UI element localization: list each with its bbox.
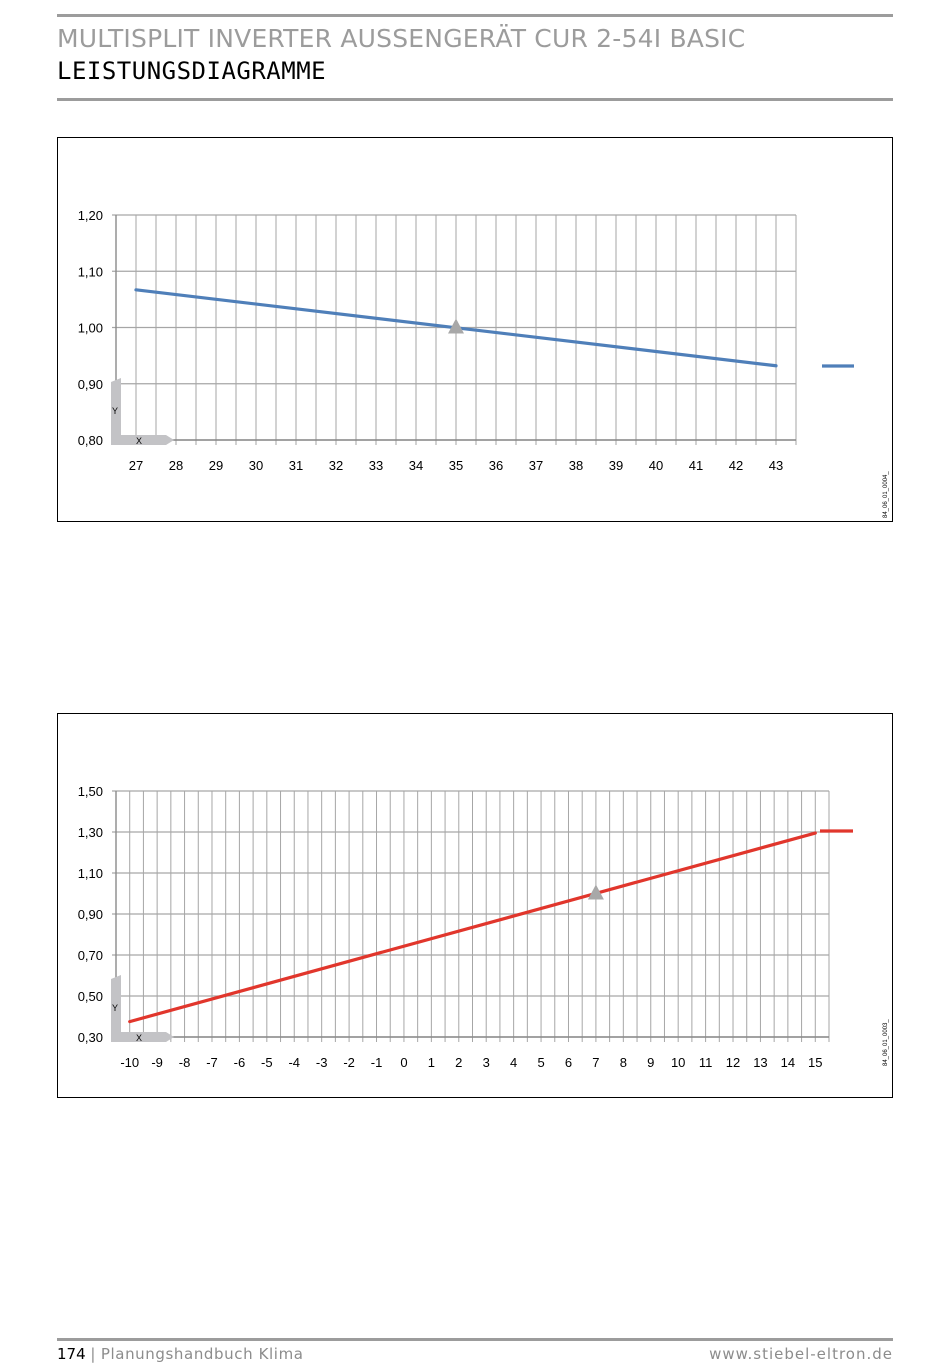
x-tick-label: 4 bbox=[510, 1055, 517, 1070]
y-axis-marker-label: Y bbox=[112, 1003, 118, 1013]
x-tick-label: 5 bbox=[537, 1055, 544, 1070]
chart-1: 1,20 1,10 1,00 0,90 0,80 27 28 29 30 31 32 33 34 35 36… bbox=[78, 208, 889, 518]
x-tick-label: -7 bbox=[206, 1055, 218, 1070]
website-link[interactable]: www.stiebel-eltron.de bbox=[709, 1345, 893, 1363]
x-tick-label: 29 bbox=[209, 458, 223, 473]
x-tick-label: -3 bbox=[316, 1055, 328, 1070]
footer-separator: | bbox=[90, 1345, 97, 1363]
y-tick-label: 1,20 bbox=[78, 208, 103, 223]
x-tick-label: -1 bbox=[371, 1055, 383, 1070]
y-tick-label: 0,50 bbox=[78, 989, 103, 1004]
footer-rule bbox=[57, 1338, 893, 1341]
y-axis-marker-label: Y bbox=[112, 406, 118, 416]
page-subtitle: LEISTUNGSDIAGRAMME bbox=[57, 57, 327, 85]
x-tick-label: 12 bbox=[726, 1055, 740, 1070]
book-title: Planungshandbuch Klima bbox=[100, 1345, 304, 1363]
x-tick-label: 6 bbox=[565, 1055, 572, 1070]
y-tick-label: 0,90 bbox=[78, 377, 103, 392]
x-tick-label: 27 bbox=[129, 458, 143, 473]
x-tick-label: 3 bbox=[483, 1055, 490, 1070]
y-tick-label: 0,90 bbox=[78, 907, 103, 922]
x-tick-label: 14 bbox=[781, 1055, 795, 1070]
x-tick-label: 37 bbox=[529, 458, 543, 473]
x-tick-label: 41 bbox=[689, 458, 703, 473]
x-axis-marker-label: X bbox=[136, 436, 142, 446]
y-tick-label: 1,00 bbox=[78, 321, 103, 336]
x-tick-label: 33 bbox=[369, 458, 383, 473]
x-tick-label: -6 bbox=[234, 1055, 246, 1070]
chart-panel-2: 1,50 1,30 1,10 0,90 0,70 0,50 0,30 -10 -9 -8 -7 -6-… bbox=[57, 713, 893, 1098]
axis-marker bbox=[111, 378, 174, 445]
x-tick-label: 32 bbox=[329, 458, 343, 473]
x-tick-label: 9 bbox=[647, 1055, 654, 1070]
x-tick-label: 2 bbox=[455, 1055, 462, 1070]
x-tick-label: -10 bbox=[120, 1055, 139, 1070]
x-tick-label: 31 bbox=[289, 458, 303, 473]
x-tick-label: -5 bbox=[261, 1055, 273, 1070]
page-title: MULTISPLIT INVERTER AUSSENGERÄT CUR 2-54… bbox=[57, 24, 746, 53]
y-tick-label: 0,80 bbox=[78, 433, 103, 448]
x-tick-label: 13 bbox=[753, 1055, 767, 1070]
x-tick-label: 34 bbox=[409, 458, 423, 473]
x-tick-label: -4 bbox=[288, 1055, 300, 1070]
x-tick-label: 11 bbox=[699, 1055, 713, 1070]
series-line bbox=[128, 831, 817, 1024]
x-tick-label: 40 bbox=[649, 458, 663, 473]
x-tick-label: 1 bbox=[428, 1055, 435, 1070]
footer-left: 174 | Planungshandbuch Klima bbox=[57, 1345, 304, 1363]
x-tick-label: -2 bbox=[343, 1055, 355, 1070]
x-tick-label: -9 bbox=[151, 1055, 163, 1070]
x-tick-label: 38 bbox=[569, 458, 583, 473]
y-tick-label: 0,70 bbox=[78, 948, 103, 963]
x-tick-label: 15 bbox=[808, 1055, 822, 1070]
y-tick-label: 1,30 bbox=[78, 825, 103, 840]
x-tick-label: 28 bbox=[169, 458, 183, 473]
chart-2: 1,501,301,100,900,700,500,30-10 -9 -8 -7 -6-… bbox=[78, 784, 889, 1070]
reference-point-marker bbox=[448, 318, 464, 334]
x-tick-label: 8 bbox=[620, 1055, 627, 1070]
figure-code: 84_06_01_0003_ bbox=[883, 1019, 889, 1066]
x-tick-label: 7 bbox=[592, 1055, 599, 1070]
page-number: 174 bbox=[57, 1345, 86, 1363]
figure-code: 84_06_01_0004_ bbox=[883, 471, 889, 518]
y-tick-label: 0,30 bbox=[78, 1030, 103, 1045]
x-tick-label: 43 bbox=[769, 458, 783, 473]
top-rule bbox=[57, 14, 893, 17]
axis-marker bbox=[111, 975, 174, 1042]
x-tick-label: 30 bbox=[249, 458, 263, 473]
x-tick-label: 10 bbox=[671, 1055, 685, 1070]
x-axis-marker-label: X bbox=[136, 1033, 142, 1043]
y-tick-label: 1,10 bbox=[78, 866, 103, 881]
x-tick-label: 36 bbox=[489, 458, 503, 473]
x-tick-label: 35 bbox=[449, 458, 463, 473]
x-tick-label: 39 bbox=[609, 458, 623, 473]
x-tick-label: 42 bbox=[729, 458, 743, 473]
x-tick-label: -8 bbox=[179, 1055, 191, 1070]
header-bottom-rule bbox=[57, 98, 893, 101]
y-tick-label: 1,10 bbox=[78, 264, 103, 279]
x-tick-label: 0 bbox=[400, 1055, 407, 1070]
chart-panel-1: 1,20 1,10 1,00 0,90 0,80 27 28 29 30 31 32 33 34 35 36… bbox=[57, 137, 893, 522]
reference-point-marker bbox=[587, 884, 604, 900]
y-tick-label: 1,50 bbox=[78, 784, 103, 799]
